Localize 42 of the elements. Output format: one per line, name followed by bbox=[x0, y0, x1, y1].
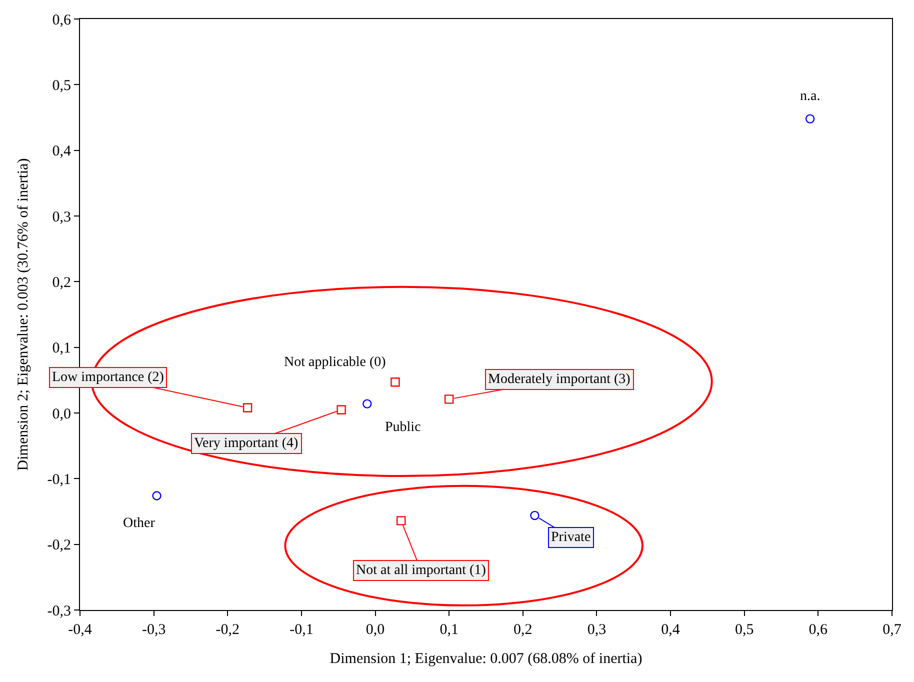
point bbox=[362, 399, 372, 408]
point bbox=[396, 516, 406, 526]
x-axis-title: Dimension 1; Eigenvalue: 0.007 (68.08% of inertia) bbox=[330, 651, 642, 667]
point bbox=[336, 405, 346, 414]
x-tick-label: -0,4 bbox=[68, 622, 92, 638]
y-tick-label: 0,2 bbox=[52, 274, 71, 291]
annotation: Private bbox=[551, 530, 591, 545]
annotation: n.a. bbox=[800, 89, 820, 104]
x-tick-label: 0,7 bbox=[882, 622, 902, 638]
x-tick-label: 0,6 bbox=[808, 622, 828, 638]
y-tick-label: -0,3 bbox=[47, 603, 71, 620]
x-tick-label: -0,2 bbox=[216, 622, 240, 638]
x-tick-label: -0,3 bbox=[142, 622, 166, 638]
y-axis-title: Dimension 2; Eigenvalue: 0.003 (30.76% of inertia) bbox=[16, 158, 32, 471]
point bbox=[444, 394, 454, 404]
y-tick-label: 0,6 bbox=[52, 12, 72, 28]
y-tick-label: 0,5 bbox=[52, 78, 71, 94]
annotation: Not at all important (1) bbox=[356, 563, 486, 578]
y-tick-label: 0,1 bbox=[52, 340, 71, 357]
y-tick-label: -0,2 bbox=[47, 538, 71, 554]
point bbox=[390, 378, 400, 387]
x-tick-label: 0,3 bbox=[587, 622, 606, 638]
y-tick-label: 0,4 bbox=[52, 144, 72, 160]
annotation: Other bbox=[123, 516, 156, 531]
y-tick-label: -0,1 bbox=[47, 472, 71, 488]
annotation: Low importance (2) bbox=[52, 370, 164, 385]
annotation: Public bbox=[385, 420, 421, 435]
y-tick-label: 0,0 bbox=[52, 406, 71, 422]
y-tick-label: 0,3 bbox=[52, 209, 71, 226]
annotation: Not applicable (0) bbox=[284, 355, 386, 370]
x-tick-label: 0,4 bbox=[661, 622, 680, 638]
x-tick-label: 0,2 bbox=[514, 622, 532, 638]
annotation: Moderately important (3) bbox=[488, 372, 631, 387]
annotation: Very important (4) bbox=[194, 436, 299, 451]
point bbox=[530, 510, 540, 520]
x-tick-label: 0,1 bbox=[440, 622, 458, 638]
x-tick-label: 0,5 bbox=[734, 622, 754, 638]
point bbox=[805, 114, 815, 124]
x-tick-label: -0,1 bbox=[290, 622, 314, 638]
point bbox=[152, 491, 162, 500]
point bbox=[242, 403, 252, 412]
x-tick-label: 0,0 bbox=[366, 622, 385, 638]
